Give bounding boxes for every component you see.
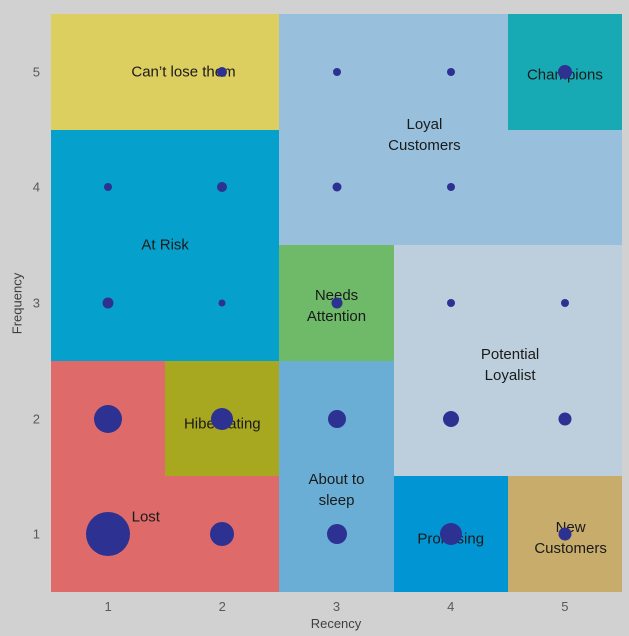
bubble-recency-4-frequency-2[interactable] — [442, 410, 459, 427]
bubble-recency-2-frequency-1[interactable] — [210, 522, 235, 547]
segment-potential-loyalist[interactable] — [393, 245, 622, 477]
segment-can-t-lose-them[interactable] — [51, 14, 280, 130]
bubble-recency-5-frequency-5[interactable] — [557, 64, 572, 79]
bubble-recency-1-frequency-3[interactable] — [102, 297, 114, 309]
bubble-recency-2-frequency-4[interactable] — [217, 182, 228, 193]
bubble-recency-3-frequency-4[interactable] — [332, 182, 341, 192]
bubble-recency-1-frequency-2[interactable] — [94, 404, 123, 433]
bubble-recency-4-frequency-4[interactable] — [446, 183, 455, 192]
y-tick-5: 5 — [32, 64, 40, 80]
x-tick-2: 2 — [218, 599, 226, 614]
x-tick-3: 3 — [332, 599, 341, 614]
bubble-recency-3-frequency-3[interactable] — [331, 297, 342, 309]
bubble-recency-4-frequency-1[interactable] — [439, 523, 462, 546]
bubble-recency-2-frequency-2[interactable] — [211, 407, 234, 430]
y-tick-3: 3 — [32, 295, 40, 311]
bubble-recency-3-frequency-2[interactable] — [327, 409, 346, 428]
x-axis-title: Recency — [310, 616, 362, 631]
segment-about-to-sleep[interactable] — [279, 360, 394, 592]
y-tick-1: 1 — [32, 526, 40, 542]
bubble-recency-4-frequency-5[interactable] — [446, 67, 455, 76]
x-tick-4: 4 — [447, 599, 455, 614]
y-tick-2: 2 — [32, 411, 40, 427]
bubble-recency-5-frequency-1[interactable] — [558, 527, 572, 541]
bubble-recency-2-frequency-5[interactable] — [217, 66, 228, 77]
segment-at-risk[interactable] — [51, 129, 280, 361]
y-tick-4: 4 — [32, 179, 40, 195]
bubble-recency-4-frequency-3[interactable] — [446, 299, 455, 307]
bubble-recency-5-frequency-3[interactable] — [560, 299, 569, 307]
bubble-recency-2-frequency-3[interactable] — [218, 299, 226, 307]
x-tick-5: 5 — [561, 599, 569, 614]
bubble-recency-5-frequency-2[interactable] — [558, 412, 572, 426]
bubble-recency-3-frequency-5[interactable] — [332, 67, 341, 76]
bubble-recency-1-frequency-4[interactable] — [104, 183, 113, 192]
x-tick-1: 1 — [104, 599, 112, 614]
bubble-recency-3-frequency-1[interactable] — [326, 524, 347, 545]
bubble-recency-1-frequency-1[interactable] — [86, 512, 131, 557]
